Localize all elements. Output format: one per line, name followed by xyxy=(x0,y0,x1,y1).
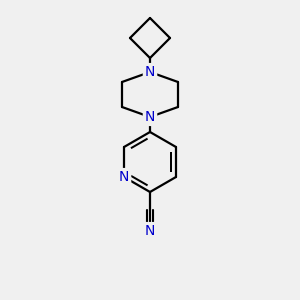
Text: N: N xyxy=(119,170,129,184)
Text: N: N xyxy=(145,110,155,124)
Text: N: N xyxy=(145,224,155,238)
Text: N: N xyxy=(145,65,155,79)
